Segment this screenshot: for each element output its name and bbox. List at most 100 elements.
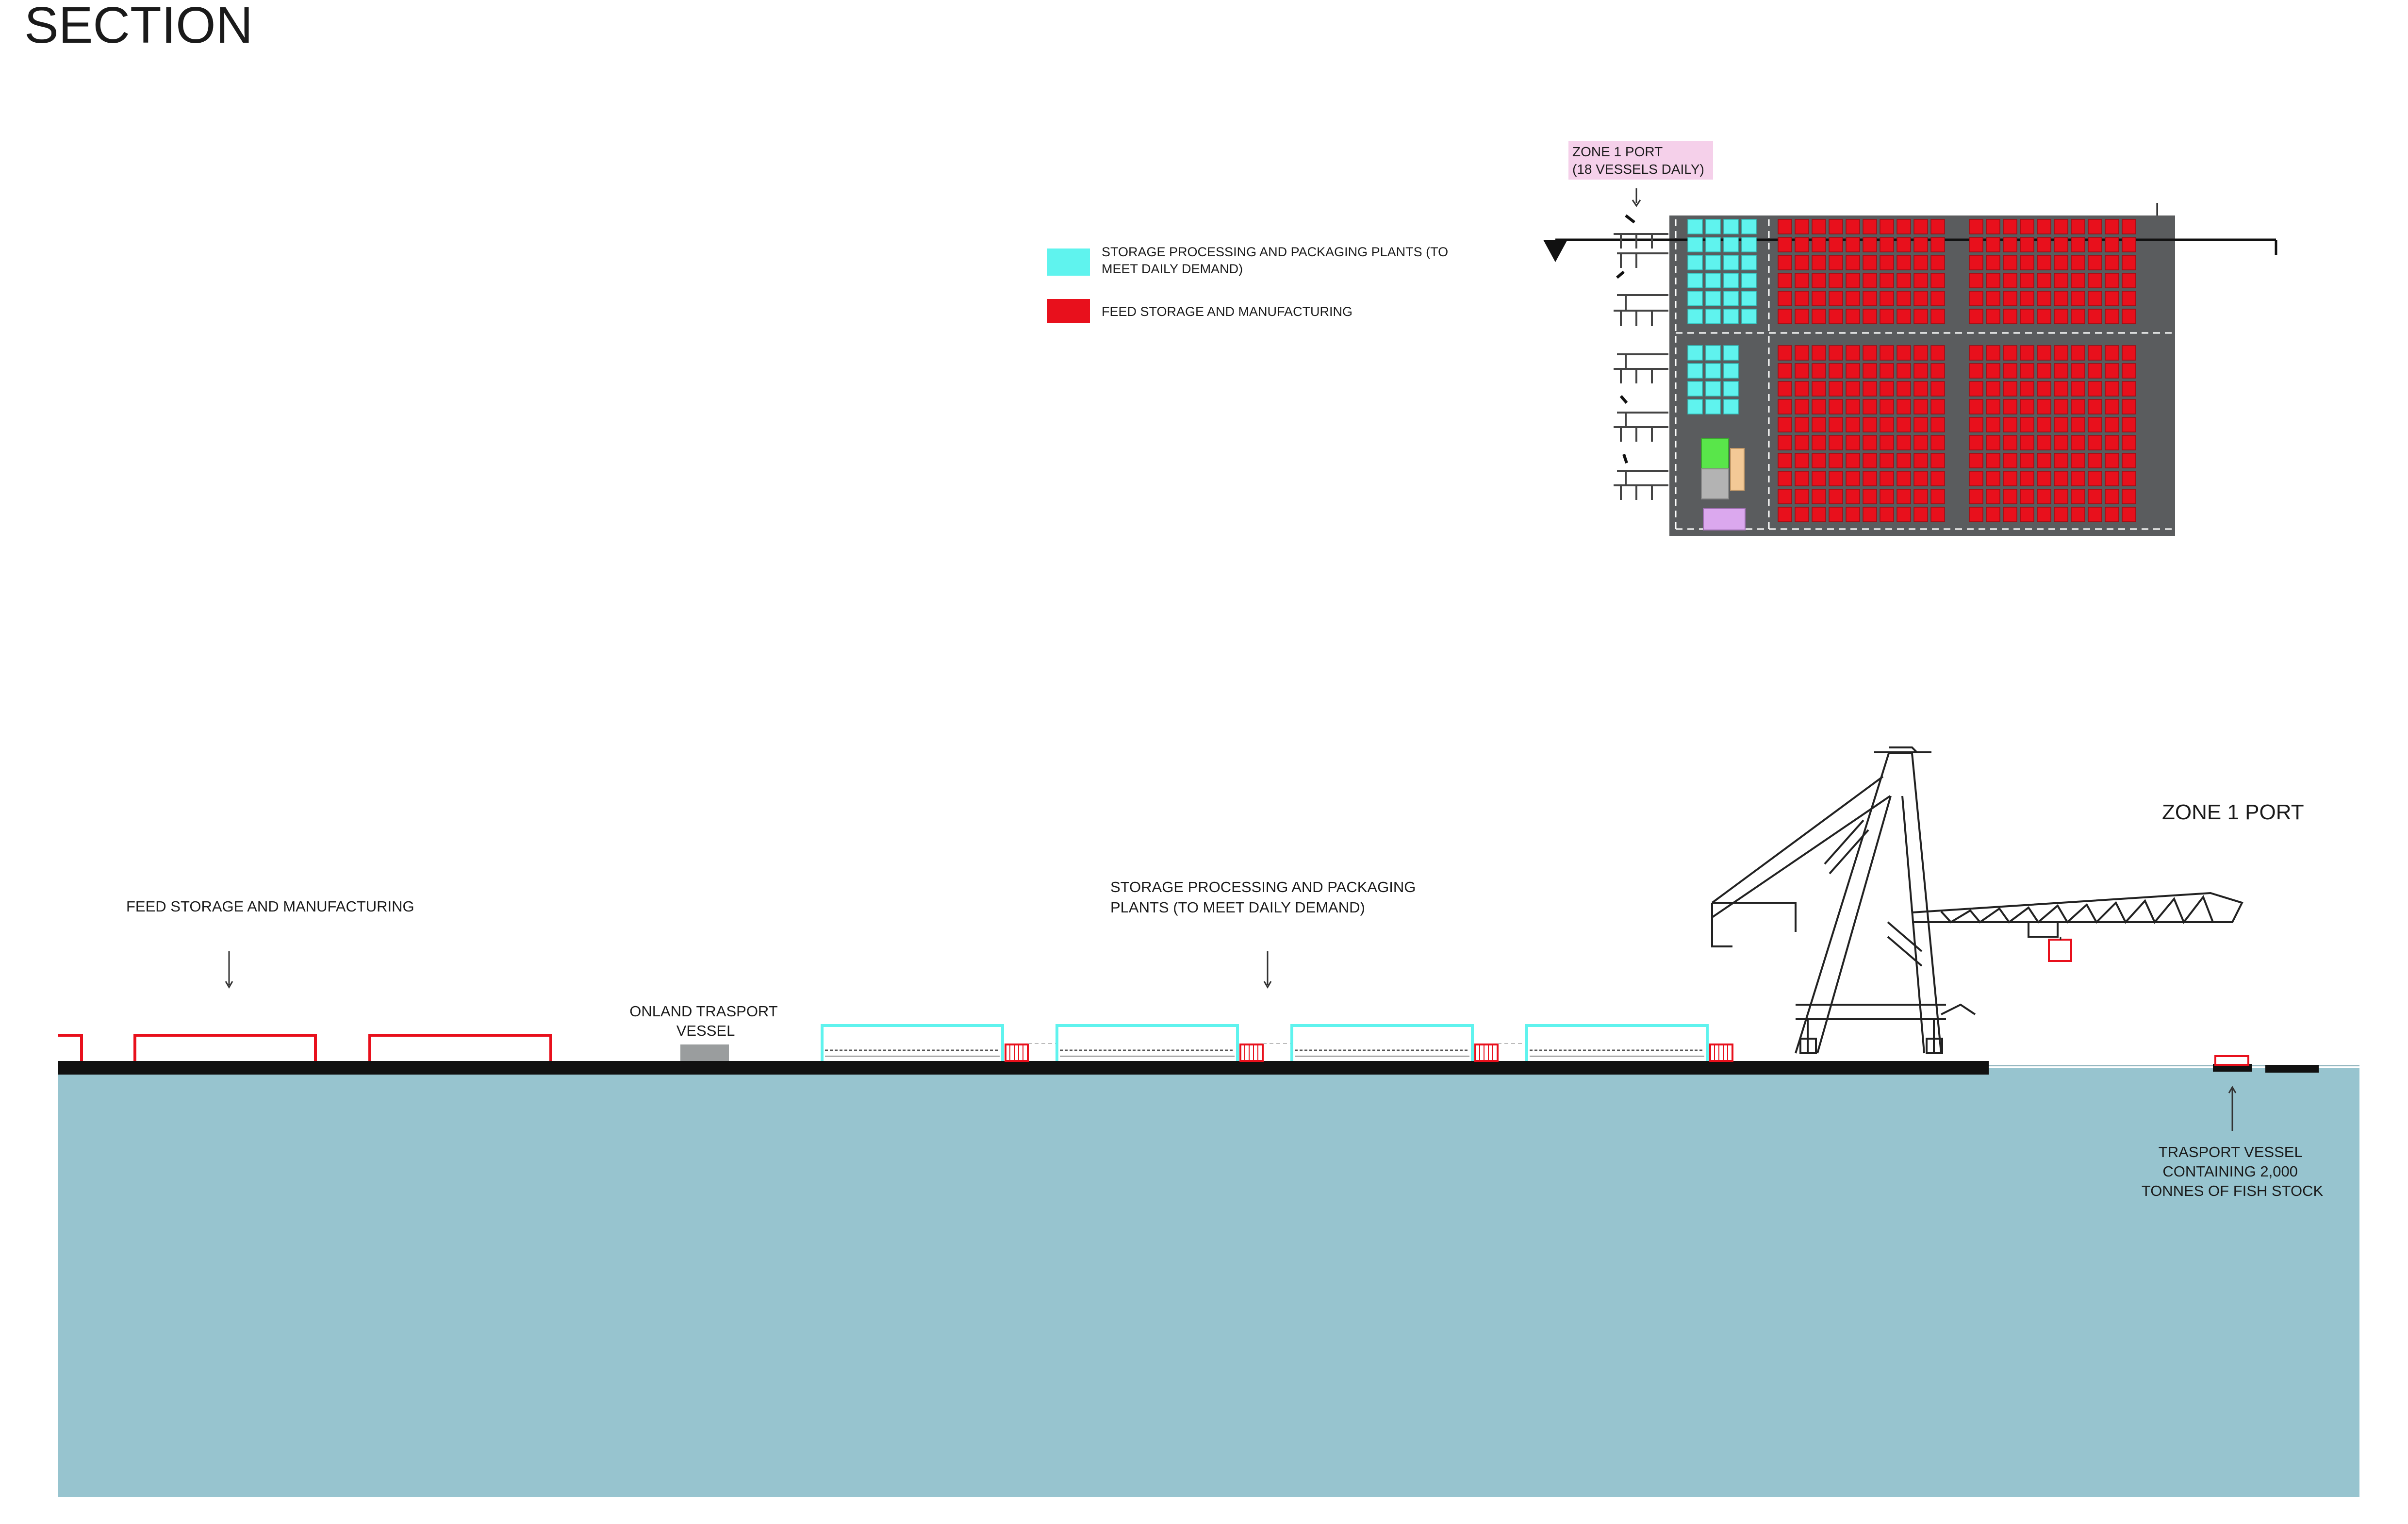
legend-swatch-feed [1047,299,1090,323]
feed-block [1812,381,1826,397]
zone-label-line-2: (18 VESSELS DAILY) [1572,162,1704,177]
processing-block [1687,219,1703,234]
feed-block [2071,237,2085,252]
feed-block [1863,417,1877,432]
feed-block [1913,435,1928,450]
feed-block [1897,255,1911,270]
feed-block [2105,399,2119,414]
feed-block [1880,273,1894,288]
feed-block [1829,471,1843,486]
processing-block [1687,273,1703,288]
feed-block [2037,417,2051,432]
feed-block [2105,381,2119,397]
feed-block [1969,381,1983,397]
feed-block [2054,273,2068,288]
plan-moored-boats [1616,214,1635,464]
onland-label: ONLAND TRASPORT VESSEL [629,1003,782,1039]
feed-block [2054,219,2068,234]
plant-container [1709,1044,1733,1062]
transport-vessel [2213,1055,2319,1073]
section-cut-marker-left [1543,240,1567,262]
feed-block [2105,507,2119,522]
vessel-label-line-1: TRASPORT VESSEL [2159,1143,2303,1160]
processing-block [1705,345,1721,361]
plant-container [1239,1044,1264,1062]
feed-block [1846,435,1860,450]
feed-block [1913,381,1928,397]
feed-block [1913,291,1928,306]
feed-block [1880,471,1894,486]
feed-block [2020,291,2034,306]
feed-block [1880,237,1894,252]
feed-block [1913,507,1928,522]
feed-block [1913,255,1928,270]
feed-block [1829,291,1843,306]
gantry-crane [1711,746,2243,1054]
feed-block [1795,363,1809,379]
processing-block [1741,255,1757,270]
feed-block [1863,435,1877,450]
feed-block [1795,237,1809,252]
feed-block [2003,273,2017,288]
feed-block [1897,453,1911,468]
port-section: ZONE 1 PORT FEED STORAGE AND MANUFACTURI… [58,746,2359,1497]
feed-block [2003,453,2017,468]
feed-block [1846,399,1860,414]
feed-block [2088,471,2102,486]
processing-block [1741,237,1757,252]
feed-block [1846,237,1860,252]
feed-block [1913,273,1928,288]
feed-block [1812,363,1826,379]
processing-label-line-2: PLANTS (TO MEET DAILY DEMAND) [1110,899,1365,916]
feed-block [1846,291,1860,306]
feed-block [2037,489,2051,504]
feed-block [1880,363,1894,379]
feed-block [2105,291,2119,306]
onland-label-line-1: ONLAND TRASPORT [629,1003,778,1020]
feed-block [1829,237,1843,252]
feed-block [1795,345,1809,361]
processing-block [1687,237,1703,252]
feed-block [2105,255,2119,270]
feed-block [2122,453,2136,468]
feed-block [1829,309,1843,324]
feed-block [1778,399,1792,414]
feed-block [2088,219,2102,234]
feed-block [1829,381,1843,397]
feed-block [1969,363,1983,379]
feed-block [1829,255,1843,270]
plan-feed-blocks [1778,219,2136,522]
feed-block [1778,507,1792,522]
feed-block [2037,381,2051,397]
feed-block [2054,489,2068,504]
feed-block [1795,507,1809,522]
feed-block [2122,435,2136,450]
plan-building-tan [1730,448,1745,491]
feed-block [1930,363,1945,379]
feed-block [1829,219,1843,234]
feed-block [1930,399,1945,414]
feed-block [2020,219,2034,234]
feed-block [2003,345,2017,361]
processing-block [1705,237,1721,252]
processing-block [1723,273,1739,288]
feed-block [2054,453,2068,468]
processing-block [1741,219,1757,234]
feed-block [1930,273,1945,288]
quay-ground [58,1061,1989,1075]
feed-block [2020,273,2034,288]
processing-block [1705,363,1721,379]
feed-block [2037,363,2051,379]
feed-block [1913,417,1928,432]
feed-block [1812,435,1826,450]
feed-block [2088,507,2102,522]
feed-block [1863,273,1877,288]
feed-block [1812,417,1826,432]
feed-block [2088,453,2102,468]
feed-block [2105,219,2119,234]
feed-storage-buildings [58,1034,552,1061]
processing-block [1723,309,1739,324]
processing-block [1687,291,1703,306]
feed-block [2020,435,2034,450]
